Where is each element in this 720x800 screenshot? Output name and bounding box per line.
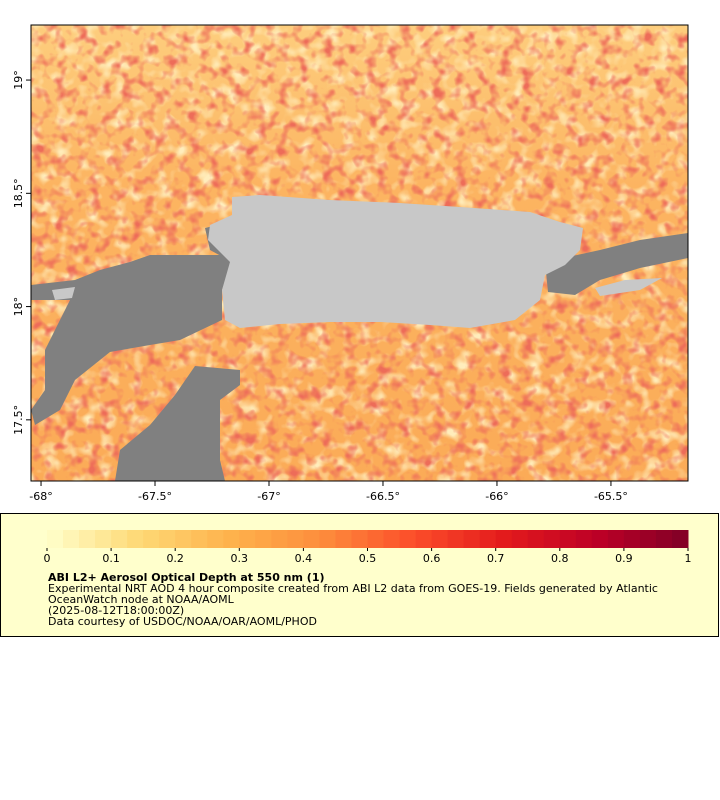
colorbar-tick-label: 0.2 bbox=[166, 552, 184, 565]
colorbar-tick-label: 0.8 bbox=[551, 552, 569, 565]
colorbar-tick-label: 0.9 bbox=[615, 552, 633, 565]
colorbar-swatch bbox=[367, 530, 385, 548]
colorbar-swatch bbox=[143, 530, 160, 548]
y-tick-label: 18° bbox=[12, 297, 25, 317]
colorbar-swatch bbox=[223, 530, 240, 548]
colorbar-swatch bbox=[495, 530, 513, 548]
colorbar-swatch bbox=[655, 530, 673, 548]
colorbar-swatch bbox=[319, 530, 336, 548]
x-tick-label: -66° bbox=[485, 490, 508, 503]
colorbar-swatch bbox=[591, 530, 609, 548]
y-tick-label: 18.5° bbox=[12, 178, 25, 208]
colorbar: 0 0.1 0.2 0.3 0.4 0.5 0.6 0.7 0.8 0.9 1 bbox=[44, 530, 692, 565]
x-tick-label: -67° bbox=[257, 490, 280, 503]
colorbar-swatch bbox=[239, 530, 256, 548]
island bbox=[208, 195, 583, 328]
colorbar-swatch bbox=[303, 530, 320, 548]
map-frame bbox=[30, 24, 689, 482]
colorbar-swatch bbox=[671, 530, 689, 548]
colorbar-swatch bbox=[207, 530, 224, 548]
colorbar-tick-label: 0.5 bbox=[359, 552, 377, 565]
colorbar-tick-label: 0.7 bbox=[487, 552, 505, 565]
colorbar-swatch bbox=[95, 530, 112, 548]
colorbar-swatch bbox=[575, 530, 593, 548]
no-data bbox=[31, 255, 232, 425]
colorbar-tick-label: 0.3 bbox=[231, 552, 249, 565]
colorbar-swatch bbox=[431, 530, 449, 548]
colorbar-swatch bbox=[175, 530, 192, 548]
x-tick-label: -65.5° bbox=[594, 490, 628, 503]
colorbar-swatch bbox=[463, 530, 481, 548]
y-tick-label: 19° bbox=[12, 70, 25, 90]
colorbar-swatch bbox=[607, 530, 625, 548]
colorbar-swatch bbox=[47, 530, 64, 548]
caption-title: ABI L2+ Aerosol Optical Depth at 550 nm … bbox=[48, 571, 325, 584]
colorbar-swatch bbox=[271, 530, 288, 548]
colorbar-swatch bbox=[335, 530, 352, 548]
x-tick-label: -66.5° bbox=[366, 490, 400, 503]
colorbar-swatch bbox=[255, 530, 272, 548]
island bbox=[52, 287, 75, 300]
colorbar-swatch bbox=[559, 530, 577, 548]
caption-line: OceanWatch node at NOAA/AOML bbox=[48, 593, 235, 606]
colorbar-swatch bbox=[159, 530, 176, 548]
caption-line: (2025-08-12T18:00:00Z) bbox=[48, 604, 184, 617]
colorbar-tick-label: 1 bbox=[685, 552, 692, 565]
colorbar-swatch bbox=[623, 530, 641, 548]
colorbar-swatch bbox=[399, 530, 417, 548]
colorbar-swatch bbox=[111, 530, 128, 548]
colorbar-swatch bbox=[351, 530, 368, 548]
colorbar-swatch bbox=[511, 530, 529, 548]
colorbar-tick-label: 0.6 bbox=[423, 552, 441, 565]
island bbox=[595, 278, 662, 296]
colorbar-swatch bbox=[447, 530, 465, 548]
no-data bbox=[545, 233, 688, 295]
colorbar-swatch bbox=[527, 530, 545, 548]
x-tick-label: -67.5° bbox=[138, 490, 172, 503]
colorbar-tick-label: 0.1 bbox=[102, 552, 120, 565]
colorbar-swatch bbox=[79, 530, 96, 548]
colorbar-swatch bbox=[479, 530, 497, 548]
colorbar-swatch bbox=[543, 530, 561, 548]
colorbar-swatch bbox=[415, 530, 433, 548]
colorbar-swatch bbox=[383, 530, 401, 548]
colorbar-swatch bbox=[639, 530, 657, 548]
aod-field bbox=[31, 25, 688, 481]
caption-line: Experimental NRT AOD 4 hour composite cr… bbox=[48, 582, 658, 595]
colorbar-tick-label: 0 bbox=[44, 552, 51, 565]
colorbar-swatch bbox=[127, 530, 144, 548]
y-tick-label: 17.5° bbox=[12, 405, 25, 435]
x-tick-label: -68° bbox=[29, 490, 52, 503]
caption-line: Data courtesy of USDOC/NOAA/OAR/AOML/PHO… bbox=[48, 615, 317, 628]
colorbar-tick-label: 0.4 bbox=[295, 552, 313, 565]
no-data bbox=[115, 366, 240, 481]
colorbar-swatch bbox=[287, 530, 304, 548]
colorbar-swatch bbox=[63, 530, 80, 548]
colorbar-swatch bbox=[191, 530, 208, 548]
